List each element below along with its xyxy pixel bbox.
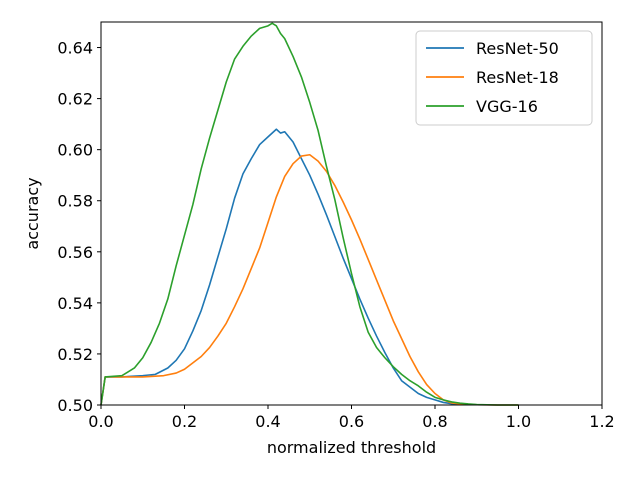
legend-label: ResNet-18 — [476, 68, 559, 87]
y-tick-label: 0.58 — [57, 192, 93, 211]
y-tick-label: 0.56 — [57, 243, 93, 262]
y-tick-label: 0.52 — [57, 345, 93, 364]
x-axis: 0.0 0.2 0.4 0.6 0.8 1.0 1.2 — [88, 405, 615, 431]
y-tick-label: 0.50 — [57, 396, 93, 415]
x-tick-label: 1.2 — [589, 412, 614, 431]
legend-entries: ResNet-50 ResNet-18 VGG-16 — [426, 39, 559, 116]
x-tick-label: 0.4 — [255, 412, 280, 431]
x-tick-label: 0.6 — [339, 412, 364, 431]
legend-label: ResNet-50 — [476, 39, 559, 58]
x-tick-label: 0.2 — [172, 412, 197, 431]
x-tick-label: 1.0 — [506, 412, 531, 431]
x-axis-label: normalized threshold — [267, 438, 436, 457]
y-tick-label: 0.60 — [57, 141, 93, 160]
y-tick-label: 0.64 — [57, 39, 93, 58]
legend-box — [415, 30, 593, 126]
x-tick-label: 0.0 — [88, 412, 113, 431]
series-line-0 — [100, 128, 519, 406]
x-tick-label: 0.8 — [422, 412, 447, 431]
y-axis-label: accuracy — [23, 177, 42, 249]
series-line-2 — [100, 22, 519, 406]
series-line-1 — [100, 153, 519, 406]
y-tick-label: 0.54 — [57, 294, 93, 313]
y-axis: 0.50 0.52 0.54 0.56 0.58 0.60 0.62 0.64 — [57, 39, 101, 415]
plot-lines — [100, 22, 519, 406]
y-tick-label: 0.62 — [57, 90, 93, 109]
legend-label: VGG-16 — [476, 97, 538, 116]
legend: ResNet-50 ResNet-18 VGG-16 — [415, 30, 593, 126]
